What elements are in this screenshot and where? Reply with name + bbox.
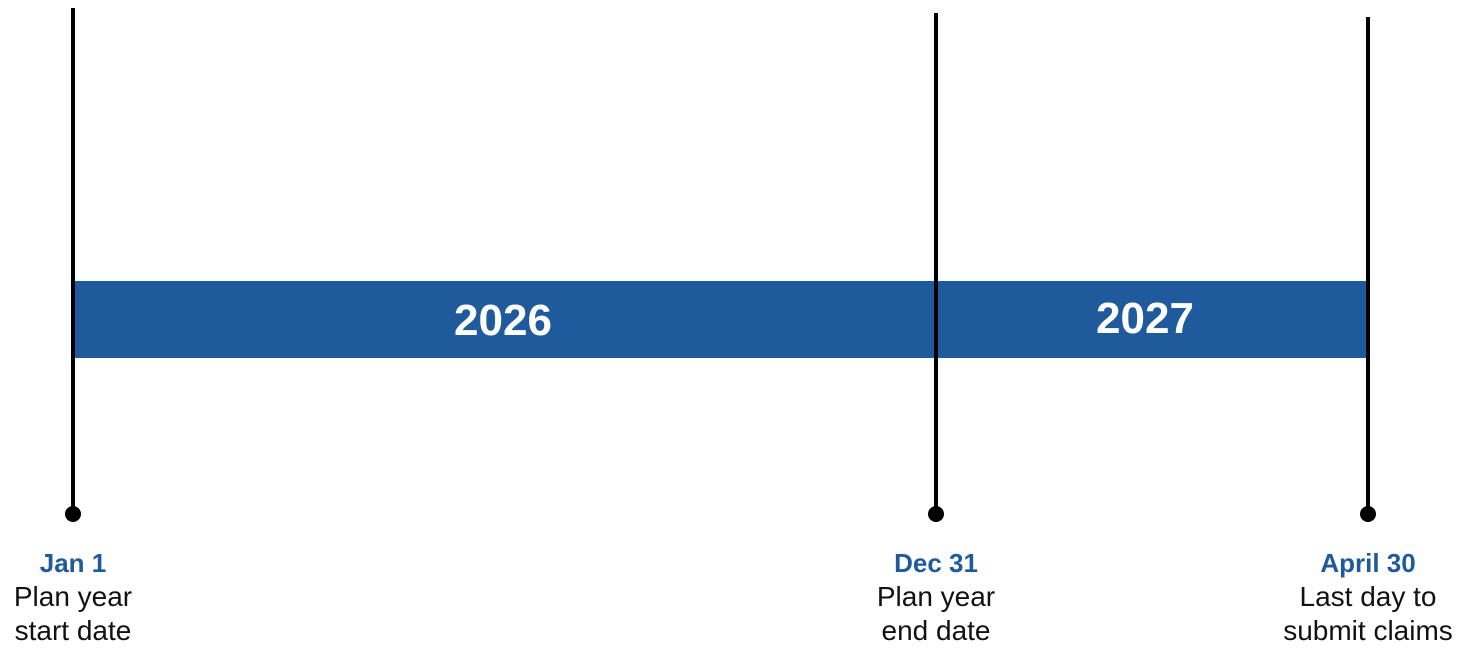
milestone-end: Dec 31 Plan year end date [816,546,1056,648]
milestone-claims: April 30 Last day to submit claims [1248,546,1463,648]
milestone-claims-line2: submit claims [1283,615,1453,646]
milestone-start-line1: Plan year [13,581,133,612]
milestone-end-line2: end date [881,615,991,646]
marker-dot-claims [1360,506,1376,522]
marker-dot-start [65,506,81,522]
milestone-claims-date: April 30 [1320,548,1416,578]
milestone-claims-line1: Last day to [1299,581,1437,612]
year-label-2026: 2026 [454,296,552,345]
marker-line-end [934,13,938,515]
marker-dot-end [928,506,944,522]
milestone-start-date: Jan 1 [39,548,107,578]
marker-line-claims [1366,17,1370,515]
marker-line-start [71,8,75,515]
milestone-end-date: Dec 31 [894,548,978,578]
year-label-2027: 2027 [1096,294,1194,343]
timeline-bar [73,281,1369,358]
milestone-start: Jan 1 Plan year start date [0,546,193,648]
milestone-start-line2: start date [14,615,132,646]
milestone-end-line1: Plan year [876,581,996,612]
